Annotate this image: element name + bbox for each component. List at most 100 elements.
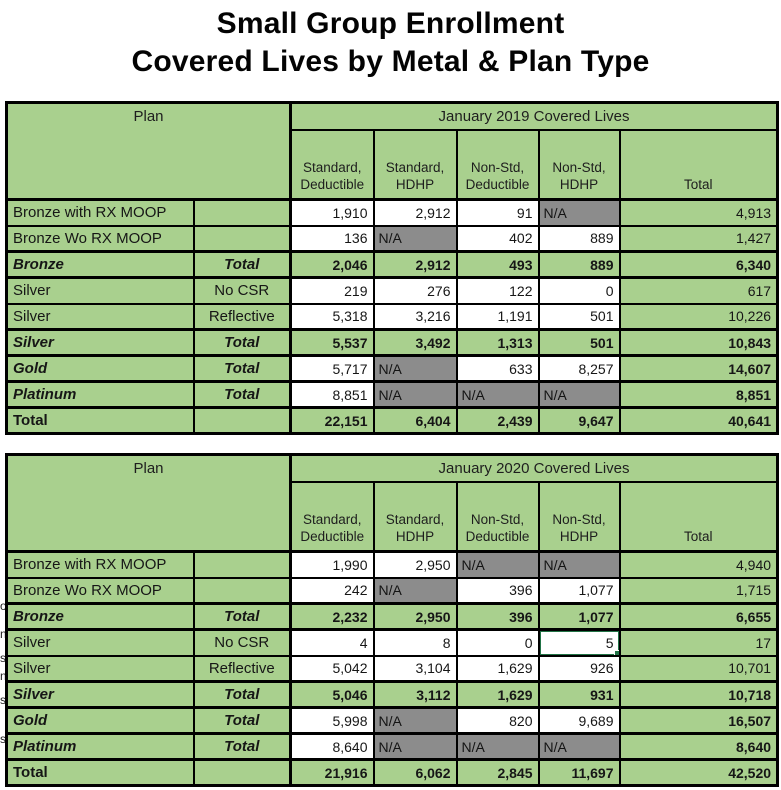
value-cell[interactable]: 136: [289, 224, 375, 253]
na-cell[interactable]: N/A: [455, 550, 540, 579]
value-cell[interactable]: 8,851: [289, 380, 375, 409]
value-cell[interactable]: 1,191: [455, 302, 540, 331]
value-cell[interactable]: 5: [537, 628, 621, 657]
value-cell[interactable]: 276: [372, 276, 458, 305]
value-cell[interactable]: 22,151: [289, 406, 375, 435]
row-label-cell[interactable]: Silver: [5, 328, 195, 357]
value-cell[interactable]: 5,998: [289, 706, 375, 735]
row-label-cell[interactable]: Silver: [5, 628, 195, 657]
row-label-cell[interactable]: Bronze with RX MOOP: [5, 198, 195, 227]
value-cell[interactable]: 493: [455, 250, 540, 279]
row-label-cell[interactable]: Silver: [5, 302, 195, 331]
row-label-cell[interactable]: Gold: [5, 354, 195, 383]
value-cell[interactable]: 1,629: [455, 680, 540, 709]
row-sublabel-cell[interactable]: Reflective: [192, 654, 292, 683]
value-cell[interactable]: 0: [537, 276, 621, 305]
row-sublabel-cell[interactable]: Total: [192, 706, 292, 735]
value-cell[interactable]: 5,046: [289, 680, 375, 709]
value-cell[interactable]: 501: [537, 328, 621, 357]
value-cell[interactable]: 2,845: [455, 758, 540, 787]
value-cell[interactable]: 5,717: [289, 354, 375, 383]
value-cell[interactable]: 402: [455, 224, 540, 253]
total-cell[interactable]: 16,507: [618, 706, 780, 735]
row-sublabel-cell[interactable]: [192, 550, 292, 579]
value-cell[interactable]: 931: [537, 680, 621, 709]
column-header-cell[interactable]: Non-Std, Deductible: [455, 480, 540, 553]
row-sublabel-cell[interactable]: Total: [192, 680, 292, 709]
value-cell[interactable]: 9,647: [537, 406, 621, 435]
total-cell[interactable]: 1,715: [618, 576, 780, 605]
na-cell[interactable]: N/A: [537, 732, 621, 761]
row-sublabel-cell[interactable]: [192, 576, 292, 605]
value-cell[interactable]: 4: [289, 628, 375, 657]
value-cell[interactable]: 1,313: [455, 328, 540, 357]
period-header-cell[interactable]: January 2019 Covered Lives: [289, 101, 780, 131]
value-cell[interactable]: 0: [455, 628, 540, 657]
row-label-cell[interactable]: Bronze: [5, 602, 195, 631]
value-cell[interactable]: 1,629: [455, 654, 540, 683]
na-cell[interactable]: N/A: [372, 380, 458, 409]
value-cell[interactable]: 2,950: [372, 602, 458, 631]
value-cell[interactable]: 21,916: [289, 758, 375, 787]
value-cell[interactable]: 5,042: [289, 654, 375, 683]
total-cell[interactable]: 8,851: [618, 380, 780, 409]
value-cell[interactable]: 889: [537, 224, 621, 253]
value-cell[interactable]: 2,439: [455, 406, 540, 435]
column-header-cell[interactable]: Non-Std, HDHP: [537, 128, 621, 201]
value-cell[interactable]: 8,257: [537, 354, 621, 383]
column-header-cell[interactable]: Standard, HDHP: [372, 128, 458, 201]
value-cell[interactable]: 1,077: [537, 576, 621, 605]
column-header-cell[interactable]: Total: [618, 480, 780, 553]
value-cell[interactable]: 1,990: [289, 550, 375, 579]
total-cell[interactable]: 10,701: [618, 654, 780, 683]
value-cell[interactable]: 9,689: [537, 706, 621, 735]
value-cell[interactable]: 91: [455, 198, 540, 227]
value-cell[interactable]: 820: [455, 706, 540, 735]
row-sublabel-cell[interactable]: [192, 758, 292, 787]
plan-header-cell[interactable]: Plan: [5, 101, 292, 201]
row-label-cell[interactable]: Silver: [5, 680, 195, 709]
value-cell[interactable]: 6,404: [372, 406, 458, 435]
value-cell[interactable]: 5,537: [289, 328, 375, 357]
total-cell[interactable]: 14,607: [618, 354, 780, 383]
value-cell[interactable]: 6,062: [372, 758, 458, 787]
column-header-cell[interactable]: Standard, HDHP: [372, 480, 458, 553]
value-cell[interactable]: 3,104: [372, 654, 458, 683]
total-cell[interactable]: 42,520: [618, 758, 780, 787]
row-sublabel-cell[interactable]: Reflective: [192, 302, 292, 331]
value-cell[interactable]: 2,232: [289, 602, 375, 631]
plan-header-cell[interactable]: Plan: [5, 453, 292, 553]
na-cell[interactable]: N/A: [372, 576, 458, 605]
row-sublabel-cell[interactable]: [192, 224, 292, 253]
value-cell[interactable]: 3,216: [372, 302, 458, 331]
column-header-cell[interactable]: Standard, Deductible: [289, 128, 375, 201]
row-label-cell[interactable]: Platinum: [5, 380, 195, 409]
value-cell[interactable]: 3,492: [372, 328, 458, 357]
column-header-cell[interactable]: Non-Std, HDHP: [537, 480, 621, 553]
value-cell[interactable]: 633: [455, 354, 540, 383]
na-cell[interactable]: N/A: [372, 354, 458, 383]
row-sublabel-cell[interactable]: Total: [192, 250, 292, 279]
na-cell[interactable]: N/A: [455, 380, 540, 409]
value-cell[interactable]: 8: [372, 628, 458, 657]
value-cell[interactable]: 501: [537, 302, 621, 331]
row-sublabel-cell[interactable]: Total: [192, 602, 292, 631]
column-header-cell[interactable]: Total: [618, 128, 780, 201]
total-cell[interactable]: 10,843: [618, 328, 780, 357]
value-cell[interactable]: 2,046: [289, 250, 375, 279]
na-cell[interactable]: N/A: [372, 224, 458, 253]
row-sublabel-cell[interactable]: Total: [192, 732, 292, 761]
na-cell[interactable]: N/A: [537, 380, 621, 409]
total-cell[interactable]: 10,226: [618, 302, 780, 331]
row-sublabel-cell[interactable]: Total: [192, 380, 292, 409]
value-cell[interactable]: 1,077: [537, 602, 621, 631]
row-label-cell[interactable]: Total: [5, 406, 195, 435]
value-cell[interactable]: 242: [289, 576, 375, 605]
total-cell[interactable]: 1,427: [618, 224, 780, 253]
row-label-cell[interactable]: Bronze: [5, 250, 195, 279]
row-label-cell[interactable]: Platinum: [5, 732, 195, 761]
total-cell[interactable]: 6,340: [618, 250, 780, 279]
total-cell[interactable]: 617: [618, 276, 780, 305]
value-cell[interactable]: 2,912: [372, 198, 458, 227]
value-cell[interactable]: 2,950: [372, 550, 458, 579]
